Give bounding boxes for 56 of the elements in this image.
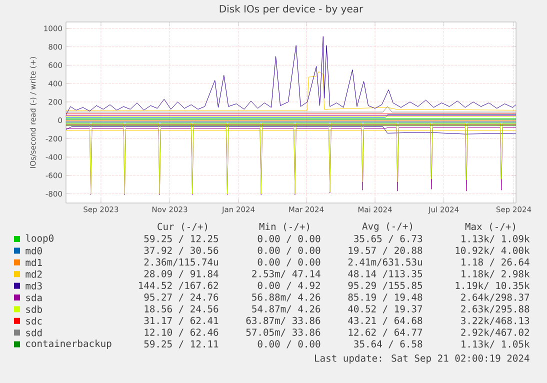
text: 12.62 / 64.77 [348, 328, 422, 337]
text: Max (-/+) [465, 222, 516, 232]
text: Last update: Sat Sep 21 02:00:19 2024 [315, 354, 530, 364]
text: 2.41m/631.53u [348, 258, 422, 266]
text: 35.64 / 6.58 [354, 340, 422, 348]
legend-label: sdd [26, 328, 42, 336]
text: 2.64k/298.37 [461, 293, 530, 302]
text: 2.36m/115.74u [144, 258, 218, 266]
text: 144.52 /167.62 [139, 282, 218, 290]
legend-label: sda [26, 294, 42, 302]
text: 2.63k/295.88 [461, 305, 530, 314]
text: 0.00 / 0.00 [258, 246, 320, 255]
text: 37.92 / 30.56 [144, 246, 218, 255]
legend-label: md1 [26, 258, 42, 266]
text: 19.57 / 20.88 [348, 246, 422, 255]
text: 1.13k/ 1.05k [462, 340, 530, 348]
text: 2.53m/ 47.14 [252, 270, 320, 278]
text: 1.18k/ 2.98k [462, 270, 530, 278]
text: 85.19 / 19.48 [348, 293, 422, 302]
text: 1.19k/ 10.35k [456, 282, 530, 290]
chart-title: Disk IOs per device - by year [220, 4, 364, 14]
text: 35.65 / 6.73 [354, 234, 422, 244]
text: Avg (-/+) [362, 222, 412, 232]
text: 1.13k/ 1.09k [462, 234, 530, 244]
text: 28.09 / 91.84 [144, 270, 218, 278]
text: 43.21 / 64.68 [348, 316, 422, 325]
legend-label: md2 [26, 270, 42, 278]
text: 1.18 / 26.64 [462, 258, 530, 266]
text: 10.92k/ 4.00k [456, 246, 530, 255]
text: Min (-/+) [259, 222, 310, 232]
text: 57.05m/ 33.86 [246, 328, 320, 337]
text: 0.00 / 0.00 [258, 340, 320, 348]
text: 59.25 / 12.25 [144, 234, 218, 244]
legend-label: md3 [26, 282, 42, 290]
text: 63.87m/ 33.86 [246, 316, 320, 325]
text: 95.29 /155.85 [348, 282, 422, 290]
text: 0.00 / 4.92 [258, 282, 320, 290]
legend-label: md0 [26, 247, 42, 254]
text: 31.17 / 62.41 [144, 316, 218, 325]
text: 59.25 / 12.11 [144, 340, 218, 348]
text: 40.52 / 19.37 [348, 305, 422, 314]
text: 18.56 / 24.56 [144, 305, 218, 314]
text: 95.27 / 24.76 [144, 293, 218, 302]
legend-label: loop0 [26, 234, 54, 244]
text: 54.87m/ 4.26 [252, 305, 320, 314]
text: 56.88m/ 4.26 [252, 293, 320, 302]
legend-label: sdc [26, 317, 42, 325]
text: 0.00 / 0.00 [258, 234, 320, 244]
text: 48.14 /113.35 [348, 270, 422, 278]
legend-label: sdb [26, 306, 42, 313]
text: 3.22k/468.13 [461, 316, 530, 325]
text: Cur (-/+) [158, 222, 208, 232]
text: 12.10 / 62.46 [144, 328, 218, 337]
legend-label: containerbackup [26, 340, 112, 349]
text: 2.92k/467.02 [461, 328, 529, 337]
text: 0.00 / 0.00 [258, 258, 320, 266]
